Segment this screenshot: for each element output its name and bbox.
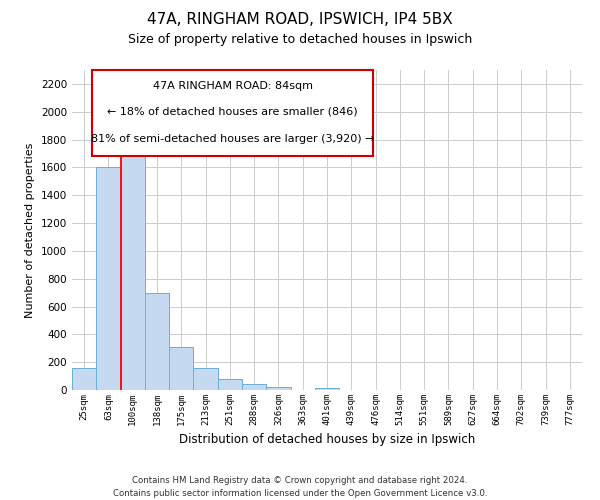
Bar: [96, 168, 121, 390]
Text: 47A RINGHAM ROAD: 84sqm: 47A RINGHAM ROAD: 84sqm: [152, 80, 313, 90]
Y-axis label: Number of detached properties: Number of detached properties: [25, 142, 35, 318]
Bar: [315, 388, 339, 390]
Bar: [218, 379, 242, 390]
Bar: [169, 347, 193, 390]
Text: Contains HM Land Registry data © Crown copyright and database right 2024.
Contai: Contains HM Land Registry data © Crown c…: [113, 476, 487, 498]
Text: 81% of semi-detached houses are larger (3,920) →: 81% of semi-detached houses are larger (…: [91, 134, 374, 144]
Text: ← 18% of detached houses are smaller (846): ← 18% of detached houses are smaller (84…: [107, 106, 358, 117]
Bar: [72, 368, 96, 390]
Text: 47A, RINGHAM ROAD, IPSWICH, IP4 5BX: 47A, RINGHAM ROAD, IPSWICH, IP4 5BX: [147, 12, 453, 28]
X-axis label: Distribution of detached houses by size in Ipswich: Distribution of detached houses by size …: [179, 434, 475, 446]
Bar: [242, 384, 266, 390]
FancyBboxPatch shape: [92, 70, 373, 156]
Text: Size of property relative to detached houses in Ipswich: Size of property relative to detached ho…: [128, 32, 472, 46]
Bar: [145, 292, 169, 390]
Bar: [266, 386, 290, 390]
Bar: [121, 146, 145, 390]
Bar: [193, 368, 218, 390]
